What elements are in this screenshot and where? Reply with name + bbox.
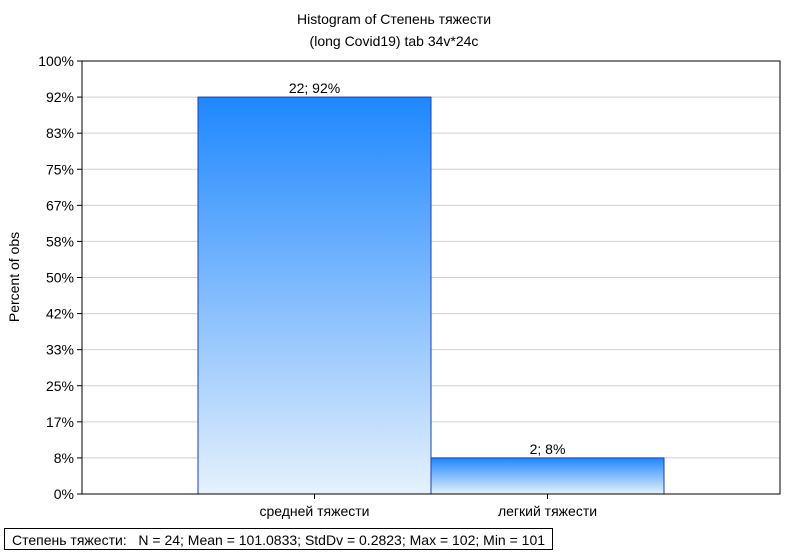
stats-values: N = 24; Mean = 101.0833; StdDv = 0.2823;… xyxy=(138,532,546,548)
x-tick-label: средней тяжести xyxy=(259,503,369,519)
data-labels: 22; 92% 2; 8% xyxy=(289,80,566,457)
chart-title: Histogram of Степень тяжести xyxy=(297,11,491,27)
y-tick-label: 83% xyxy=(46,125,74,141)
y-tick-label: 100% xyxy=(38,53,74,69)
y-tick-label: 92% xyxy=(46,89,74,105)
y-tick-label: 17% xyxy=(46,414,74,430)
y-tick-label: 75% xyxy=(46,161,74,177)
bar xyxy=(430,457,665,495)
y-tick-label: 58% xyxy=(46,233,74,249)
chart-subtitle: (long Covid19) tab 34v*24c xyxy=(310,33,479,49)
y-tick-label: 8% xyxy=(54,450,74,466)
y-tick-label: 33% xyxy=(46,342,74,358)
y-tick-label: 50% xyxy=(46,270,74,286)
x-tick-label: легкий тяжести xyxy=(498,503,597,519)
stats-variable-label: Степень тяжести: xyxy=(12,532,127,548)
x-tick-labels: средней тяжести легкий тяжести xyxy=(259,494,597,519)
y-tick-labels: 0% 8% 17% 25% 33% 42% 50% 58% 67% 75% 83% 92% 100% xyxy=(38,53,82,502)
bar-data-label: 22; 92% xyxy=(289,80,340,96)
y-axis-label: Percent of obs xyxy=(6,232,22,322)
y-tick-label: 25% xyxy=(46,378,74,394)
bars xyxy=(197,96,665,495)
y-tick-label: 0% xyxy=(54,486,74,502)
y-tick-label: 67% xyxy=(46,197,74,213)
bar xyxy=(197,96,432,495)
y-tick-label: 42% xyxy=(46,306,74,322)
stats-summary: Степень тяжести: N = 24; Mean = 101.0833… xyxy=(4,528,554,550)
bar-data-label: 2; 8% xyxy=(530,441,566,457)
